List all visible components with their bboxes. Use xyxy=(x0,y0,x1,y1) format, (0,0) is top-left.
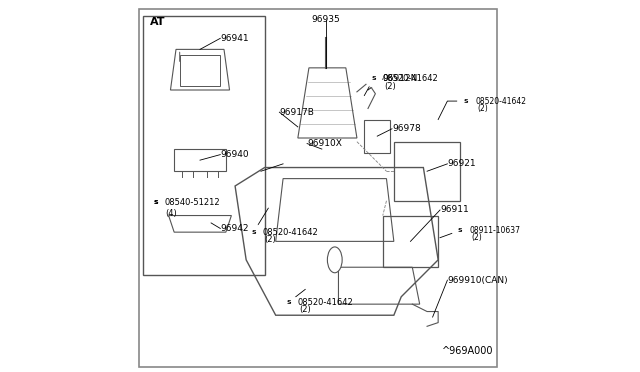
Text: 96941: 96941 xyxy=(220,34,249,43)
Text: 969910(CAN): 969910(CAN) xyxy=(447,276,508,285)
Text: ^969A000: ^969A000 xyxy=(442,346,493,356)
Circle shape xyxy=(458,93,474,109)
Text: 08520-41642: 08520-41642 xyxy=(298,298,353,307)
Text: S: S xyxy=(154,200,158,205)
Text: S: S xyxy=(286,300,291,305)
Circle shape xyxy=(245,224,262,240)
Text: S: S xyxy=(157,200,162,206)
Circle shape xyxy=(452,222,468,238)
Text: S: S xyxy=(463,99,468,103)
Text: 96912N: 96912N xyxy=(383,74,418,83)
Text: (2): (2) xyxy=(385,82,396,91)
FancyBboxPatch shape xyxy=(143,16,264,275)
Text: 08911-10637: 08911-10637 xyxy=(470,226,520,235)
Circle shape xyxy=(365,71,381,87)
Text: S: S xyxy=(371,76,376,81)
Text: (2): (2) xyxy=(264,235,276,244)
Circle shape xyxy=(280,294,297,310)
Text: 08520-41642: 08520-41642 xyxy=(475,97,526,106)
FancyBboxPatch shape xyxy=(139,9,497,367)
Text: 96917B: 96917B xyxy=(280,108,314,117)
Text: 96935: 96935 xyxy=(311,15,340,24)
Text: (2): (2) xyxy=(472,233,482,242)
Ellipse shape xyxy=(328,247,342,273)
Circle shape xyxy=(148,195,164,211)
Text: (4): (4) xyxy=(165,209,177,218)
Text: (2): (2) xyxy=(477,104,488,113)
Text: 96940: 96940 xyxy=(220,150,249,159)
Text: S: S xyxy=(154,200,158,205)
FancyBboxPatch shape xyxy=(364,119,390,153)
Text: 96910X: 96910X xyxy=(307,139,342,148)
Text: (2): (2) xyxy=(300,305,312,314)
Text: 96942: 96942 xyxy=(220,224,249,233)
Text: 08540-51212: 08540-51212 xyxy=(165,198,221,207)
Text: 96921: 96921 xyxy=(447,159,476,169)
Text: S: S xyxy=(252,230,256,235)
Text: 08520-41642: 08520-41642 xyxy=(383,74,438,83)
Text: 08520-41642: 08520-41642 xyxy=(263,228,319,237)
Text: 96978: 96978 xyxy=(392,124,420,133)
Text: AT: AT xyxy=(150,17,166,28)
Text: S: S xyxy=(458,228,463,233)
Text: 96911: 96911 xyxy=(440,205,468,215)
